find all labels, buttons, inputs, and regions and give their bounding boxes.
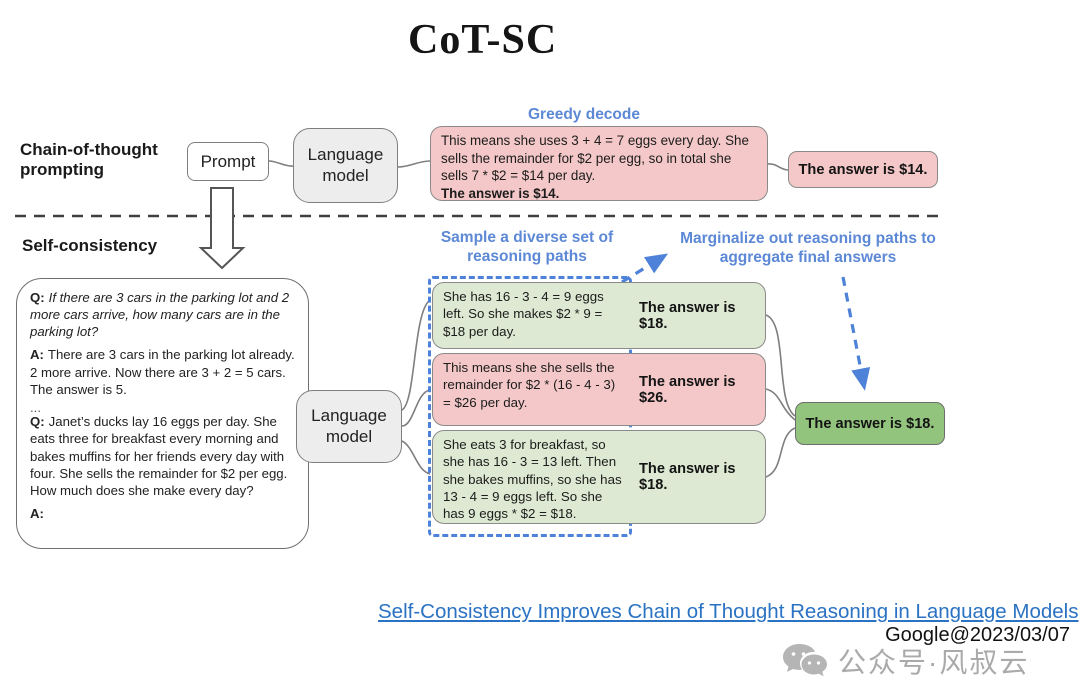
greedy-decode-label: Greedy decode [528,106,640,123]
watermark-text: 公众号·风叔云 [838,647,1030,678]
prompt-text-bubble: Q: If there are 3 cars in the parking lot… [16,278,309,549]
language-model-node-top: Language model [293,128,398,203]
reasoning-path-1-text: She has 16 - 3 - 4 = 9 eggs left. So she… [443,289,604,339]
greedy-output-answer: The answer is $14. [441,186,560,202]
sc-section-label: Self-consistency [22,236,158,255]
a1-prefix: A: [30,347,44,363]
language-model-node-bottom: Language model [296,390,402,463]
watermark: 公众号·风叔云 [782,641,1029,681]
reasoning-path-1-bubble: She has 16 - 3 - 4 = 9 eggs left. So she… [432,282,766,349]
marginalize-label: Marginalize out reasoning paths to aggre… [680,230,936,266]
reasoning-path-3-bubble: She eats 3 for breakfast, so she has 16 … [432,430,766,524]
q1-text: If there are 3 cars in the parking lot a… [30,290,290,340]
prompt-a2: A: [30,505,296,522]
q2-text: Janet’s ducks lay 16 eggs per day. She e… [30,414,288,498]
reasoning-path-2-text: This means she she sells the remainder f… [443,360,616,410]
prompt-q1: Q: If there are 3 cars in the parking lot… [30,289,296,340]
prompt-a1: A: There are 3 cars in the parking lot al… [30,346,296,397]
reasoning-path-2-bubble: This means she she sells the remainder f… [432,353,766,426]
greedy-output-bubble: This means she uses 3 + 4 = 7 eggs every… [430,126,768,201]
reasoning-path-3-text: She eats 3 for breakfast, so she has 16 … [443,437,622,522]
source-credit: Google@2023/03/07 [885,624,1070,646]
a1-text: There are 3 cars in the parking lot alre… [30,347,295,397]
greedy-answer-chip: The answer is $14. [788,151,938,188]
q1-prefix: Q: [30,290,45,305]
a2-prefix: A: [30,505,44,521]
language-model-label: Language model [311,406,387,446]
greedy-output-reasoning: This means she uses 3 + 4 = 7 eggs every… [441,133,749,184]
aggregate-down-arrow-icon [841,276,871,391]
page-title: CoT-SC [408,17,558,63]
greedy-answer-text: The answer is $14. [798,161,928,178]
paper-title-link[interactable]: Self-Consistency Improves Chain of Thoug… [378,600,1079,623]
q2-prefix: Q: [30,414,45,430]
sample-paths-label: Sample a diverse set of reasoning paths [440,229,614,265]
prompt-node-label: Prompt [200,151,256,171]
reasoning-path-1-answer: The answer is $18. [639,299,736,332]
cot-section-label: Chain-of-thought prompting [20,140,158,180]
reasoning-path-3-answer: The answer is $18. [639,461,736,493]
wechat-icon [783,644,827,677]
final-answer-chip: The answer is $18. [795,402,945,445]
prompt-q2: Q: Janet’s ducks lay 16 eggs per day. She… [30,413,296,499]
prompt-ellipsis: ... [30,399,41,415]
prompt-node: Prompt [187,142,269,181]
language-model-label: Language model [307,145,384,185]
reasoning-path-2-answer: The answer is $26. [639,373,736,406]
final-answer-text: The answer is $18. [805,415,935,432]
